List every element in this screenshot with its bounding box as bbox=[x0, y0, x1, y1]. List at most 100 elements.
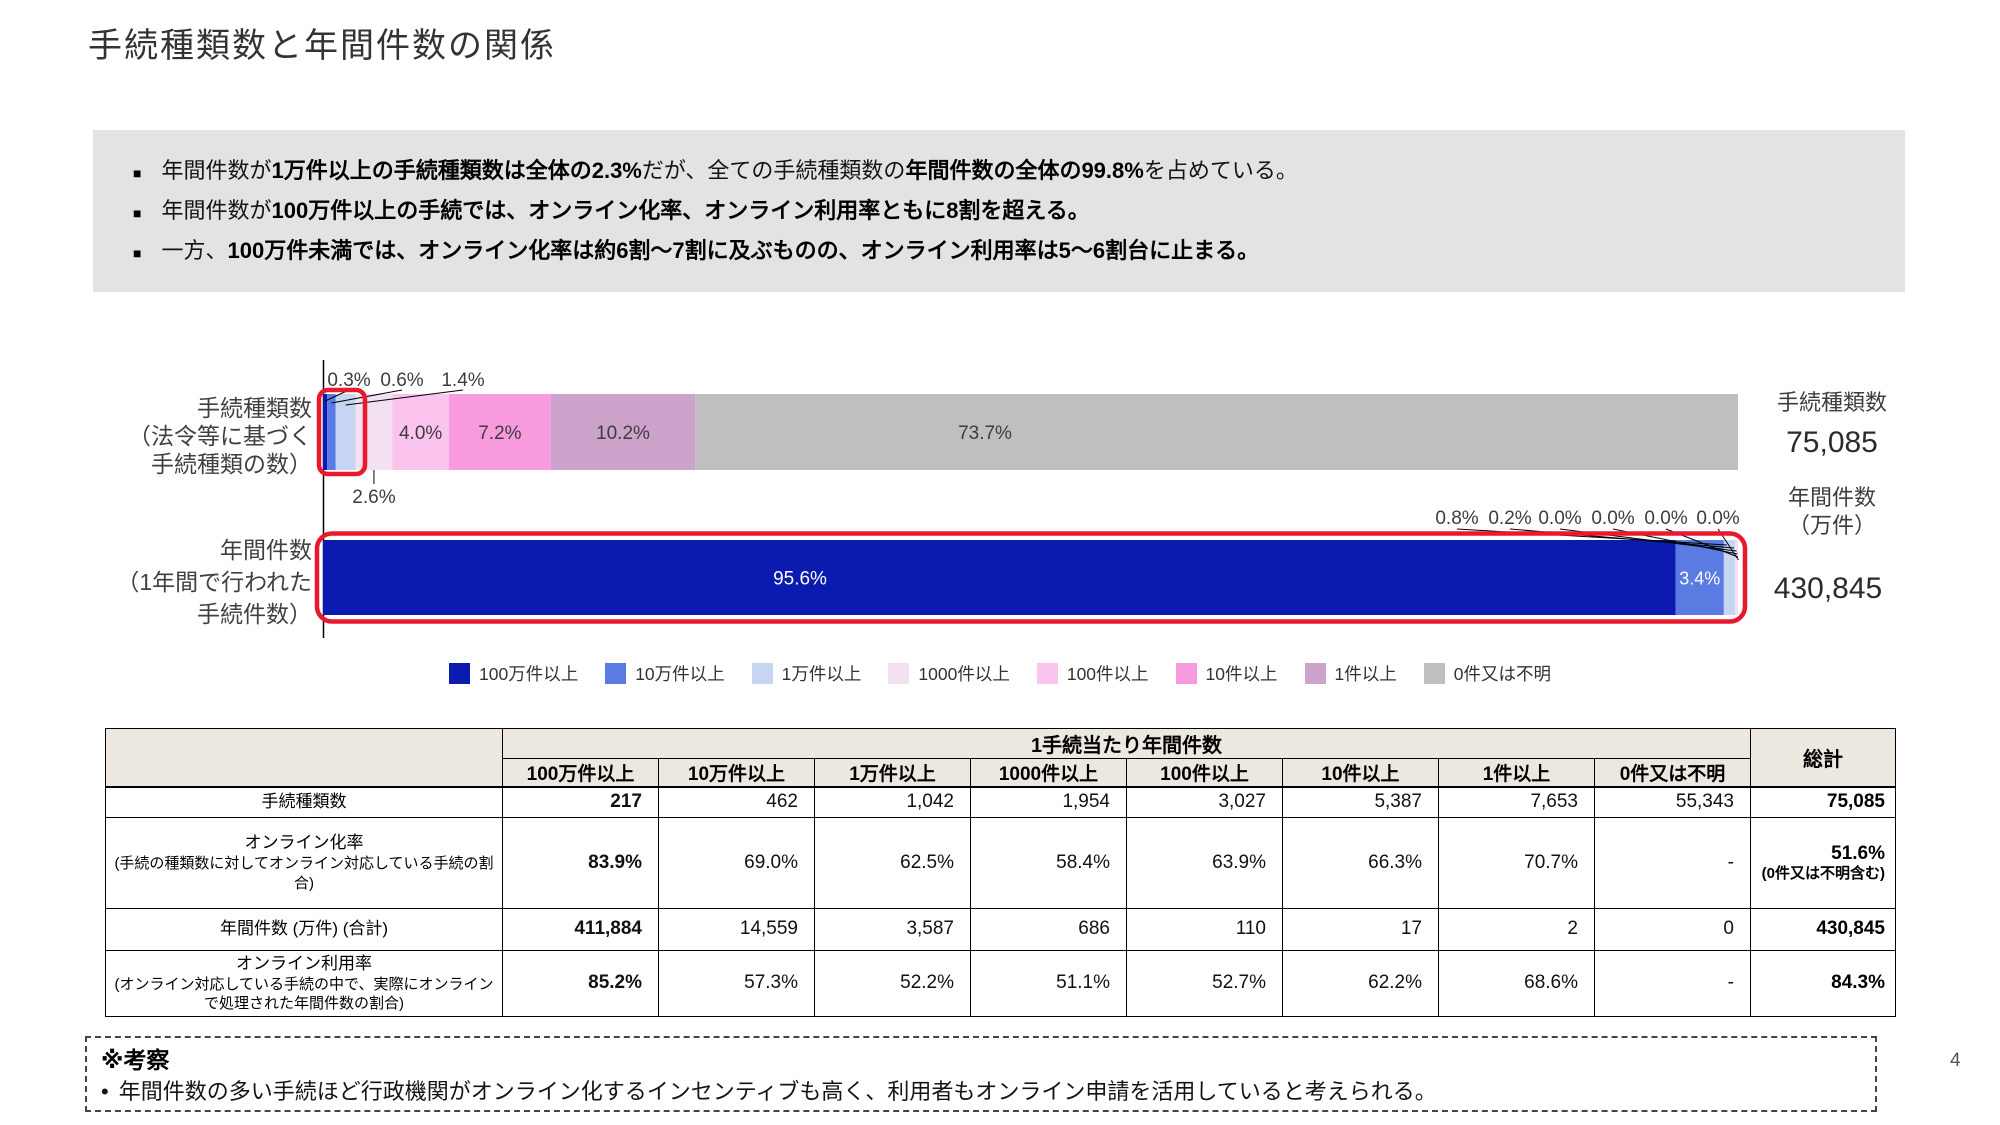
bar-segment bbox=[1735, 540, 1738, 615]
legend-swatch-icon bbox=[1423, 662, 1445, 684]
callout-label: 0.0% bbox=[1538, 508, 1581, 529]
table-corner-cell bbox=[105, 728, 503, 788]
table-row: オンライン化率 (手続の種類数に対してオンライン対応している手続の割合) 83.9%… bbox=[105, 816, 1896, 909]
legend-item: 1万件以上 bbox=[751, 661, 862, 686]
table-cell: 52.2% bbox=[814, 949, 971, 1017]
bar-segment bbox=[695, 394, 1738, 470]
segment-label: 73.7% bbox=[958, 423, 1012, 444]
bar-total-value: 75,085 bbox=[1786, 426, 1878, 459]
legend-swatch-icon bbox=[1175, 662, 1197, 684]
table-column-header: 1000件以上 bbox=[970, 758, 1127, 788]
table-total-cell: 51.6% (0件又は不明含む) bbox=[1750, 816, 1896, 909]
legend-swatch-icon bbox=[605, 662, 627, 684]
highlight-box bbox=[316, 387, 368, 477]
table-row-label: オンライン利用率 (オンライン対応している手続の中で、実際にオンラインで処理された… bbox=[105, 949, 503, 1017]
segment-label: 7.2% bbox=[478, 423, 521, 444]
table-cell: 17 bbox=[1282, 907, 1439, 951]
segment-label: 3.4% bbox=[1679, 569, 1720, 589]
bar-axis-label: 手続件数） bbox=[197, 601, 312, 627]
table-cell: 3,027 bbox=[1126, 786, 1283, 818]
bar-segment bbox=[550, 394, 696, 470]
table-row-label: 年間件数 (万件) (合計) bbox=[105, 907, 503, 951]
callout-label: 0.6% bbox=[380, 370, 423, 391]
bar-segment bbox=[323, 394, 328, 470]
table-cell: 3,587 bbox=[814, 907, 971, 951]
callout-label: 1.4% bbox=[441, 370, 484, 391]
summary-text-segment: 年間件数が bbox=[161, 198, 272, 223]
bullet-dot-icon: • bbox=[101, 1079, 109, 1104]
legend-item: 1件以上 bbox=[1304, 661, 1397, 686]
callout-label: 0.3% bbox=[327, 370, 370, 391]
bar-segment bbox=[392, 394, 449, 470]
highlight-box bbox=[314, 531, 1748, 624]
table-column-header: 100件以上 bbox=[1126, 758, 1283, 788]
notes-bullet: • 年間件数の多い手続ほど行政機関がオンライン化するインセンティブも高く、利用者… bbox=[101, 1076, 1861, 1108]
legend-label: 1万件以上 bbox=[781, 663, 862, 684]
table-cell: 66.3% bbox=[1282, 816, 1439, 909]
callout-label: 2.6% bbox=[352, 487, 395, 508]
summary-bullet: ■ 一方、 100万件未満では、オンライン化率は約6割～7割に及ぶものの、オンライン… bbox=[133, 232, 1881, 272]
legend-item: 10件以上 bbox=[1175, 661, 1278, 686]
table-cell: 63.9% bbox=[1126, 816, 1283, 909]
notes-title: ※考察 bbox=[101, 1047, 170, 1073]
table-total-header: 総計 bbox=[1750, 728, 1896, 788]
legend-item: 10万件以上 bbox=[605, 661, 725, 686]
table-cell: 1,042 bbox=[814, 786, 971, 818]
bar-axis-label: 手続種類数 bbox=[197, 395, 312, 421]
table-group-header: 1手続当たり年間件数 bbox=[502, 728, 1751, 759]
table-row: オンライン利用率 (オンライン対応している手続の中で、実際にオンラインで処理された… bbox=[105, 949, 1896, 1017]
table-total-cell: 84.3% bbox=[1750, 949, 1896, 1017]
table-cell: - bbox=[1594, 949, 1751, 1017]
bar-axis-label: 年間件数 bbox=[220, 537, 312, 563]
table-row: 手続種類数 217 462 1,042 1,954 3,027 5,387 7,653 55,3… bbox=[105, 786, 1896, 818]
statistics-table: 1手続当たり年間件数 総計 100万件以上 10万件以上 1万件以上 1000件以上 100… bbox=[105, 728, 1896, 1017]
bullet-square-icon: ■ bbox=[133, 165, 142, 181]
bar-axis-label: （法令等に基づく bbox=[128, 423, 312, 449]
table-total-cell: 75,085 bbox=[1750, 786, 1896, 818]
table-column-header: 1万件以上 bbox=[814, 758, 971, 788]
table-cell: 55,343 bbox=[1594, 786, 1751, 818]
summary-text-segment: 1万件以上の手続種類数は全体の2.3% bbox=[271, 158, 642, 183]
table-cell: 5,387 bbox=[1282, 786, 1439, 818]
segment-label: 10.2% bbox=[596, 423, 650, 444]
callout-label: 0.0% bbox=[1591, 508, 1634, 529]
table-cell: 2 bbox=[1438, 907, 1595, 951]
table-cell: 70.7% bbox=[1438, 816, 1595, 909]
summary-text-segment: 100万件以上の手続では、オンライン化率、オンライン利用率ともに8割を超える。 bbox=[271, 198, 1090, 223]
table-row-label: オンライン化率 (手続の種類数に対してオンライン対応している手続の割合) bbox=[105, 816, 503, 909]
table-cell: 68.6% bbox=[1438, 949, 1595, 1017]
summary-bullet: ■ 年間件数が 1万件以上の手続種類数は全体の2.3% だが、全ての手続種類数の 年間件… bbox=[133, 152, 1881, 192]
notes-box: ※考察 • 年間件数の多い手続ほど行政機関がオンライン化するインセンティブも高く… bbox=[85, 1036, 1877, 1112]
legend-item: 100件以上 bbox=[1036, 661, 1149, 686]
summary-bullet: ■ 年間件数が 100万件以上の手続では、オンライン化率、オンライン利用率ともに8割… bbox=[133, 192, 1881, 232]
bar-segment bbox=[448, 394, 551, 470]
legend-label: 100件以上 bbox=[1066, 663, 1149, 684]
callout-label: 0.0% bbox=[1644, 508, 1687, 529]
table-column-header: 10万件以上 bbox=[658, 758, 815, 788]
table-cell: - bbox=[1594, 816, 1751, 909]
bar-segment bbox=[327, 394, 336, 470]
table-cell: 686 bbox=[970, 907, 1127, 951]
segment-label: 95.6% bbox=[773, 569, 827, 590]
summary-text-segment: 年間件数の全体の99.8% bbox=[905, 158, 1144, 183]
table-cell: 85.2% bbox=[502, 949, 659, 1017]
summary-text-segment: 一方、 bbox=[161, 238, 228, 263]
summary-text-segment: 100万件未満では、オンライン化率は約6割～7割に及ぶものの、オンライン利用率は… bbox=[227, 238, 1260, 263]
table-cell: 217 bbox=[502, 786, 659, 818]
bar-axis-label: （1年間で行われた bbox=[116, 569, 312, 595]
legend-item: 100万件以上 bbox=[449, 661, 578, 686]
table-cell: 0 bbox=[1594, 907, 1751, 951]
table-cell: 57.3% bbox=[658, 949, 815, 1017]
table-cell: 83.9% bbox=[502, 816, 659, 909]
legend-swatch-icon bbox=[1304, 662, 1326, 684]
bullet-square-icon: ■ bbox=[133, 205, 142, 221]
bar-segment bbox=[355, 394, 393, 470]
stacked-bar-chart: 0.3% 0.6% 1.4% 2.6% 4.0% 7.2% 10.2% 73.7% 95.6% 3… bbox=[0, 350, 2000, 650]
legend-label: 100万件以上 bbox=[479, 663, 579, 684]
page-title: 手続種類数と年間件数の関係 bbox=[88, 27, 556, 65]
segment-label: 4.0% bbox=[399, 423, 442, 444]
bar-axis-label: 手続種類の数） bbox=[151, 451, 312, 477]
notes-bullet-text: 年間件数の多い手続ほど行政機関がオンライン化するインセンティブも高く、利用者もオ… bbox=[118, 1079, 1437, 1104]
table-cell: 1,954 bbox=[970, 786, 1127, 818]
